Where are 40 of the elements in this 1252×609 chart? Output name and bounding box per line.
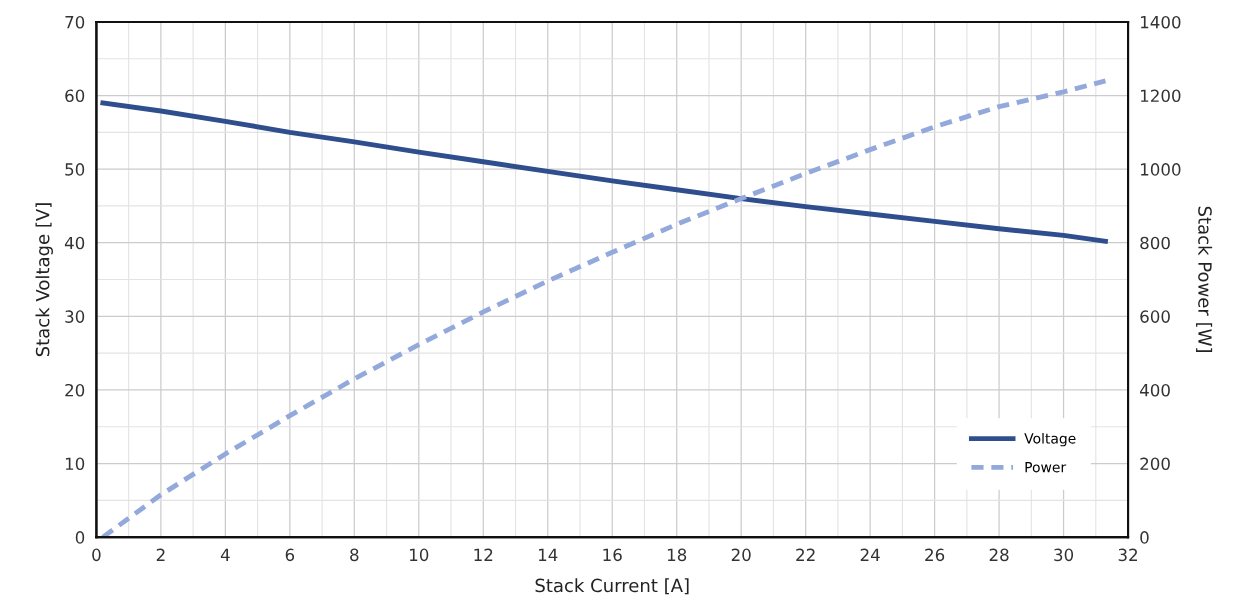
x-tick-label: 28: [989, 548, 1009, 562]
x-tick-label: 6: [285, 548, 295, 562]
legend-label: Voltage: [1024, 432, 1076, 447]
x-tick-label: 18: [667, 548, 687, 562]
y-tick-label: 60: [65, 89, 85, 103]
x-tick-label: 30: [1054, 548, 1074, 562]
y-tick-label: 40: [64, 236, 85, 250]
x-tick-label: 32: [1118, 548, 1137, 562]
x-tick-label: 0: [92, 548, 101, 562]
y-tick-label: 50: [65, 163, 85, 176]
y2-tick-label: 0: [1140, 531, 1149, 544]
x-axis-title: Stack Current [A]: [535, 578, 689, 595]
y2-tick-label: 1000: [1140, 163, 1181, 176]
y2-tick-label: 1400: [1140, 15, 1181, 29]
y-tick-label: 0: [75, 531, 85, 544]
x-tick-label: 24: [860, 548, 880, 561]
y-tick-label: 70: [65, 15, 85, 29]
x-tick-label: 2: [156, 548, 165, 561]
y2-tick-label: 200: [1140, 457, 1170, 471]
x-tick-label: 26: [925, 548, 945, 562]
y-tick-label: 10: [65, 457, 85, 471]
x-tick-label: 4: [220, 548, 230, 561]
x-tick-label: 10: [410, 548, 429, 562]
y-axis-title: Stack Voltage [V]: [35, 203, 53, 357]
y2-tick-label: 800: [1140, 236, 1170, 250]
x-tick-label: 14: [538, 548, 558, 561]
x-tick-label: 12: [474, 548, 493, 561]
y-tick-label: 30: [65, 310, 85, 323]
y-tick-label: 20: [65, 383, 85, 397]
line-series: [100, 78, 1108, 538]
line-series: [100, 100, 1108, 244]
y2-tick-label: 400: [1139, 383, 1170, 397]
x-tick-label: 16: [603, 548, 622, 562]
y2-tick-label: 600: [1140, 310, 1170, 323]
y2-tick-label: 1200: [1140, 89, 1181, 103]
y2-axis-title: Stack Power [W]: [1196, 206, 1213, 352]
x-tick-label: 22: [796, 548, 815, 561]
x-tick-label: 8: [350, 548, 359, 562]
x-tick-label: 20: [731, 548, 751, 562]
legend-label: Power: [1025, 462, 1067, 473]
